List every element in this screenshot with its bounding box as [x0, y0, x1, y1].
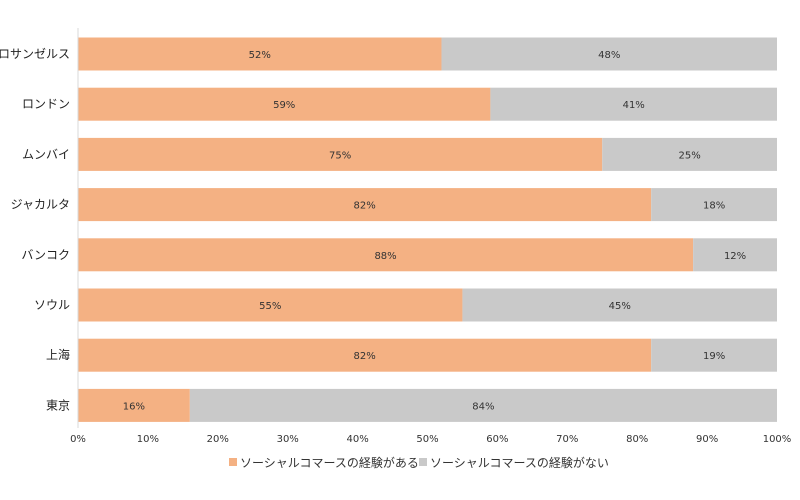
bar-segment-yes	[78, 238, 694, 272]
category-label: ムンバイ	[22, 147, 70, 161]
category-label: ソウル	[34, 298, 70, 312]
data-label: 18%	[703, 201, 725, 212]
data-label: 55%	[259, 301, 281, 312]
bar-segment-no	[462, 288, 777, 322]
bar-segment-no	[490, 87, 777, 121]
category-label: バンコク	[21, 248, 70, 262]
category-label: ジャカルタ	[11, 198, 70, 212]
data-labels: 52% 48% 59% 41% 75% 25% 82% 18% 88% 12% 55% 45% 82% 1…	[123, 50, 746, 412]
x-tick-label: 90%	[696, 434, 718, 445]
category-label: 東京	[46, 398, 70, 412]
x-axis-ticks: 0% 10% 20% 30% 40% 50% 60% 70% 80% 90% 100%	[70, 434, 791, 445]
category-label: 上海	[46, 347, 70, 362]
x-tick-label: 0%	[70, 434, 86, 445]
x-tick-label: 100%	[763, 434, 792, 445]
category-label: ロサンゼルス	[0, 47, 70, 61]
bar-segment-no	[602, 137, 777, 171]
x-tick-label: 20%	[207, 434, 229, 445]
bar-segment-no	[693, 238, 777, 272]
legend-label: ソーシャルコマースの経験がない	[430, 455, 609, 470]
data-label: 59%	[273, 100, 295, 111]
bar-segment-no	[189, 388, 778, 422]
legend-swatch	[419, 458, 427, 466]
bar-segment-yes	[78, 388, 190, 422]
data-label: 52%	[249, 50, 271, 61]
data-label: 82%	[353, 351, 375, 362]
x-tick-label: 60%	[486, 434, 508, 445]
bar-segment-yes	[78, 338, 652, 372]
data-label: 41%	[623, 100, 645, 111]
x-tick-label: 40%	[346, 434, 368, 445]
data-label: 48%	[598, 50, 620, 61]
data-label: 88%	[374, 251, 396, 262]
data-label: 19%	[703, 351, 725, 362]
bar-segment-no	[651, 338, 777, 372]
category-label: ロンドン	[22, 97, 70, 111]
bar-segment-yes	[78, 137, 603, 171]
bar-segment-yes	[78, 87, 491, 121]
x-tick-label: 70%	[556, 434, 578, 445]
data-label: 12%	[724, 251, 746, 262]
bar-segment-no	[651, 188, 777, 222]
x-tick-label: 80%	[626, 434, 648, 445]
x-tick-label: 50%	[416, 434, 438, 445]
x-tick-label: 10%	[137, 434, 159, 445]
legend-label: ソーシャルコマースの経験がある	[240, 455, 419, 470]
data-label: 84%	[472, 401, 494, 412]
bars-group	[78, 37, 778, 422]
data-label: 82%	[353, 201, 375, 212]
x-tick-label: 30%	[277, 434, 299, 445]
bar-segment-yes	[78, 288, 463, 322]
legend: ソーシャルコマースの経験がある ソーシャルコマースの経験がない	[229, 455, 609, 470]
data-label: 25%	[679, 150, 701, 161]
bar-segment-no	[441, 37, 777, 71]
data-label: 45%	[609, 301, 631, 312]
bar-segment-yes	[78, 37, 442, 71]
legend-swatch	[229, 458, 237, 466]
data-label: 16%	[123, 401, 145, 412]
bar-segment-yes	[78, 188, 652, 222]
data-label: 75%	[329, 150, 351, 161]
